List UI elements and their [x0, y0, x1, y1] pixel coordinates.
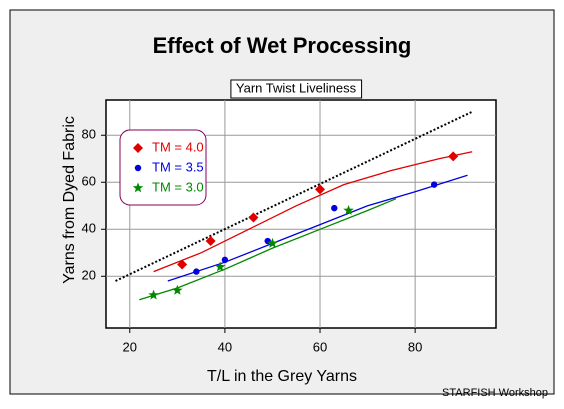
y-tick-label: 60 [82, 174, 96, 189]
legend-label: TM = 3.5 [152, 159, 204, 174]
marker-diamond [248, 212, 259, 223]
marker-circle [430, 181, 438, 188]
marker-diamond [205, 236, 216, 247]
marker-circle [134, 164, 142, 172]
y-tick-label: 20 [82, 268, 96, 283]
marker-star [148, 289, 159, 300]
subtitle: Yarn Twist Liveliness [236, 80, 357, 95]
reference-line [115, 110, 473, 282]
marker-circle [331, 204, 338, 212]
y-axis-label: Yarns from Dyed Fabric [61, 116, 78, 284]
x-axis-label: T/L in the Grey Yarns [207, 368, 357, 385]
x-tick-label: 20 [123, 339, 137, 354]
marker-star [132, 182, 144, 193]
marker-star [172, 284, 183, 295]
marker-diamond [133, 143, 143, 153]
legend-label: TM = 3.0 [152, 179, 204, 194]
y-tick-label: 40 [82, 221, 96, 236]
footer: STARFISH Workshop [442, 387, 548, 399]
marker-circle [221, 256, 229, 264]
marker-diamond [315, 184, 326, 195]
marker-star [214, 261, 226, 272]
marker-star [267, 237, 278, 248]
fit-curve [153, 151, 473, 273]
marker-circle [193, 268, 200, 275]
y-tick-label: 80 [82, 127, 96, 142]
x-tick-label: 60 [313, 339, 327, 354]
legend-label: TM = 4.0 [152, 139, 204, 154]
subtitle-box [230, 79, 363, 99]
chart-title: Effect of Wet Processing [153, 33, 412, 58]
x-tick-label: 40 [218, 339, 232, 354]
x-tick-label: 80 [408, 339, 422, 354]
marker-diamond [448, 151, 459, 162]
marker-star [343, 205, 354, 215]
marker-diamond [177, 259, 188, 270]
